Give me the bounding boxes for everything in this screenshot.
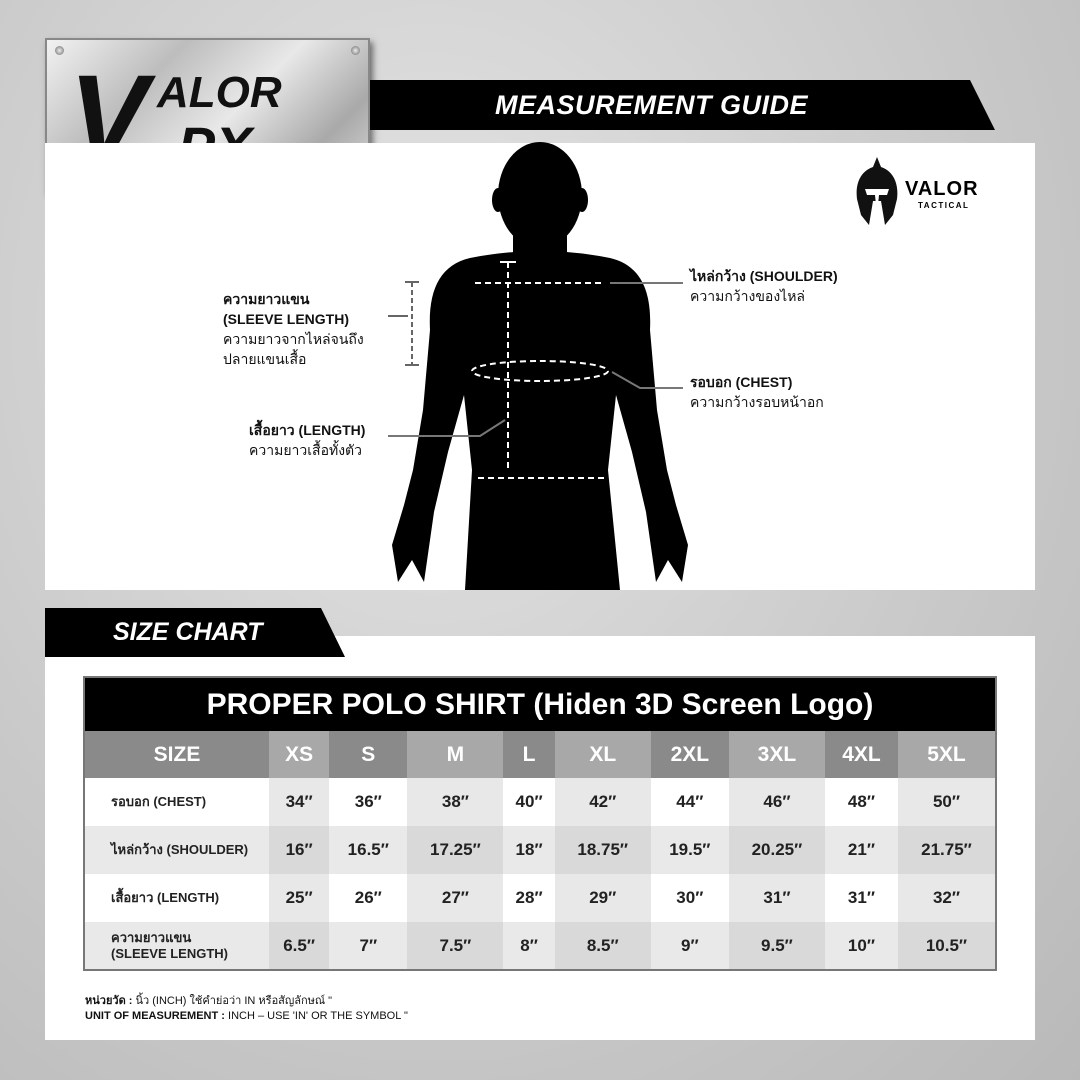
measurement-cell: 10″ — [824, 922, 898, 970]
measurement-cell: 25″ — [269, 874, 330, 922]
header-cell: SIZE — [84, 731, 269, 778]
measurement-cell: 7.5″ — [407, 922, 504, 970]
measurement-cell: 27″ — [407, 874, 504, 922]
header-cell: 4XL — [824, 731, 898, 778]
measurement-cell: 16″ — [269, 826, 330, 874]
row-label: เสื้อยาว (LENGTH) — [84, 874, 269, 922]
row-label: รอบอก (CHEST) — [84, 778, 269, 826]
measurement-cell: 18.75″ — [554, 826, 651, 874]
valor-tactical-sub: TACTICAL — [918, 201, 970, 210]
table-row: เสื้อยาว (LENGTH) 25″ 26″ 27″ 28″ 29″ 30″ 31″ 31… — [84, 874, 996, 922]
row-label: ความยาวแขน (SLEEVE LENGTH) — [84, 922, 269, 970]
measurement-cell: 10.5″ — [897, 922, 996, 970]
measurement-cell: 34″ — [269, 778, 330, 826]
measurement-cell: 50″ — [897, 778, 996, 826]
measurement-cell: 18″ — [503, 826, 555, 874]
header-cell: 5XL — [897, 731, 996, 778]
measurement-cell: 21.75″ — [897, 826, 996, 874]
size-table: PROPER POLO SHIRT (Hiden 3D Screen Logo)… — [83, 676, 997, 971]
header-cell: XL — [554, 731, 651, 778]
measurement-cell: 21″ — [824, 826, 898, 874]
measurement-cell: 40″ — [503, 778, 555, 826]
unit-note-english: UNIT OF MEASUREMENT : INCH – USE 'IN' OR… — [85, 1010, 408, 1022]
measurement-cell: 28″ — [503, 874, 555, 922]
row-label: ไหล่กว้าง (SHOULDER) — [84, 826, 269, 874]
measurement-cell: 48″ — [824, 778, 898, 826]
sleeve-label: ความยาวแขน (SLEEVE LENGTH) ความยาวจากไหล่… — [223, 291, 364, 367]
table-row: รอบอก (CHEST) 34″ 36″ 38″ 40″ 42″ 44″ 46″ 48″ 50″ — [84, 778, 996, 826]
length-label: เสื้อยาว (LENGTH) ความยาวเสื้อทั้งตัว — [249, 422, 366, 458]
measurement-cell: 30″ — [650, 874, 729, 922]
measurement-cell: 9″ — [650, 922, 729, 970]
header-cell: M — [407, 731, 504, 778]
header-cell: 3XL — [728, 731, 825, 778]
unit-note-thai: หน่วยวัด : นิ้ว (INCH) ใช้คำย่อว่า IN หร… — [85, 995, 333, 1007]
measurement-cell: 29″ — [554, 874, 651, 922]
measurement-cell: 44″ — [650, 778, 729, 826]
header-cell: L — [503, 731, 555, 778]
measurement-cell: 32″ — [897, 874, 996, 922]
measurement-cell: 31″ — [824, 874, 898, 922]
header-row: SIZE XS S M L XL 2XL 3XL 4XL 5XL — [84, 731, 996, 778]
body-silhouette — [388, 142, 688, 590]
table-title: PROPER POLO SHIRT (Hiden 3D Screen Logo) — [84, 677, 996, 731]
measurement-cell: 16.5″ — [329, 826, 408, 874]
measurement-cell: 8.5″ — [554, 922, 651, 970]
valor-tactical-logo: VALOR — [905, 178, 979, 200]
measurement-cell: 8″ — [503, 922, 555, 970]
measurement-cell: 42″ — [554, 778, 651, 826]
shoulder-label: ไหล่กว้าง (SHOULDER) ความกว้างของไหล่ — [690, 268, 838, 304]
measurement-cell: 38″ — [407, 778, 504, 826]
table-row: ไหล่กว้าง (SHOULDER) 16″ 16.5″ 17.25″ 18″ 18.… — [84, 826, 996, 874]
measurement-cell: 17.25″ — [407, 826, 504, 874]
table-row: ความยาวแขน (SLEEVE LENGTH) 6.5″ 7″ 7.5″ 8″ 8.5… — [84, 922, 996, 970]
size-chart-tab: SIZE CHART — [45, 608, 345, 657]
measurement-guide-banner: MEASUREMENT GUIDE — [370, 80, 995, 130]
measurement-cell: 20.25″ — [728, 826, 825, 874]
measurement-cell: 46″ — [728, 778, 825, 826]
measurement-cell: 7″ — [329, 922, 408, 970]
measurement-cell: 31″ — [728, 874, 825, 922]
measurement-cell: 19.5″ — [650, 826, 729, 874]
measurement-cell: 6.5″ — [269, 922, 330, 970]
spartan-helmet-icon — [856, 157, 898, 225]
header-cell: XS — [269, 731, 330, 778]
measurement-cell: 9.5″ — [728, 922, 825, 970]
measurement-cell: 26″ — [329, 874, 408, 922]
chest-label: รอบอก (CHEST) ความกว้างรอบหน้าอก — [690, 374, 824, 410]
header-cell: 2XL — [650, 731, 729, 778]
measurement-cell: 36″ — [329, 778, 408, 826]
header-cell: S — [329, 731, 408, 778]
